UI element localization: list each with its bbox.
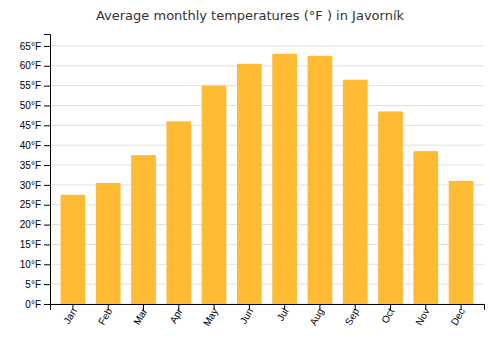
tick: Nov <box>413 304 431 327</box>
tick-label: Apr <box>167 306 185 326</box>
tick-mark <box>44 86 50 87</box>
tick-label: 5°F <box>25 279 41 290</box>
tick: 55°F <box>20 80 50 91</box>
tick-label: Feb <box>96 306 114 327</box>
tick-mark <box>44 264 50 265</box>
tick-mark <box>44 284 50 285</box>
tick-label: Nov <box>413 306 431 327</box>
bar <box>413 151 438 304</box>
bar <box>378 111 403 304</box>
tick-label: Jun <box>238 306 256 325</box>
bar <box>202 86 227 304</box>
tick-label: 15°F <box>20 239 41 250</box>
tick: 50°F <box>20 100 50 111</box>
tick-label: 20°F <box>20 219 41 230</box>
tick: 45°F <box>20 120 50 131</box>
tick: Feb <box>96 304 114 327</box>
tick: 40°F <box>20 140 50 151</box>
tick-label: 60°F <box>20 60 41 71</box>
tick-mark <box>44 66 50 67</box>
tick: 65°F <box>20 41 50 52</box>
tick-mark <box>44 225 50 226</box>
bar <box>61 195 86 304</box>
tick-label: 10°F <box>20 259 41 270</box>
tick-label: 45°F <box>20 120 41 131</box>
tick: May <box>201 304 220 328</box>
bar <box>343 80 368 304</box>
tick: Apr <box>167 304 185 325</box>
axis-line <box>44 35 51 305</box>
tick-label: Dec <box>449 306 467 327</box>
tick: Dec <box>449 304 467 327</box>
tick-mark <box>44 165 50 166</box>
tick-mark <box>44 304 50 305</box>
tick-label: Jul <box>275 306 291 323</box>
tick: Sep <box>343 304 362 327</box>
tick-label: Mar <box>131 306 149 327</box>
tick: Jan <box>61 304 79 326</box>
tick-mark <box>44 46 50 47</box>
grid-line <box>50 85 484 86</box>
grid-line <box>50 45 484 46</box>
grid <box>50 46 484 304</box>
tick: 30°F <box>20 180 50 191</box>
x-axis: Jan Feb Mar Apr May Jun Jul Aug Sep Oct Nov Dec <box>51 304 485 328</box>
tick-mark <box>44 125 50 126</box>
tick: 0°F <box>25 299 50 310</box>
tick: Jun <box>238 304 256 326</box>
grid-line <box>50 145 484 146</box>
tick-label: Jan <box>61 306 79 325</box>
tick: Oct <box>379 304 396 325</box>
tick: Mar <box>131 304 149 327</box>
tick-label: Sep <box>343 306 362 327</box>
bar <box>308 56 333 304</box>
y-axis: 0°F 5°F 10°F 15°F 20°F 25°F 30°F 35°F 40°F 45°F 50… <box>20 35 51 310</box>
tick: 10°F <box>20 259 50 270</box>
grid-line <box>50 65 484 66</box>
grid-line <box>50 105 484 106</box>
grid-line <box>50 125 484 126</box>
tick: 5°F <box>25 279 50 290</box>
tick-mark <box>44 205 50 206</box>
tick: 20°F <box>20 219 50 230</box>
title: Average monthly temperatures (°F ) in Ja… <box>96 8 405 23</box>
tick-label: 35°F <box>20 160 41 171</box>
bar <box>96 183 121 304</box>
tick-label: 0°F <box>25 299 41 310</box>
tick: 25°F <box>20 199 50 210</box>
bar <box>449 181 474 304</box>
tick-label: 50°F <box>20 100 41 111</box>
tick-label: 40°F <box>20 140 41 151</box>
tick-mark <box>44 185 50 186</box>
tick-label: Aug <box>307 306 325 327</box>
bar <box>237 64 262 304</box>
plot-area: 0°F 5°F 10°F 15°F 20°F 25°F 30°F 35°F 40°F 45°F 50… <box>20 35 485 329</box>
tick-label: 25°F <box>20 199 41 210</box>
bar <box>272 54 297 304</box>
tick-mark <box>44 105 50 106</box>
tick-label: 55°F <box>20 80 41 91</box>
bars <box>61 54 474 304</box>
tick: 35°F <box>20 160 50 171</box>
tick-label: 30°F <box>20 180 41 191</box>
tick-mark <box>44 145 50 146</box>
tick: 60°F <box>20 60 50 71</box>
chart: 0°F 5°F 10°F 15°F 20°F 25°F 30°F 35°F 40°F 45°F 50… <box>0 0 500 350</box>
bar <box>166 121 191 304</box>
bar <box>131 155 156 304</box>
tick: Jul <box>275 304 291 323</box>
tick: 15°F <box>20 239 50 250</box>
tick-label: May <box>201 306 220 328</box>
tick: Aug <box>307 304 325 327</box>
tick-label: Oct <box>379 306 396 325</box>
tick-mark <box>44 244 50 245</box>
tick-label: 65°F <box>20 41 41 52</box>
